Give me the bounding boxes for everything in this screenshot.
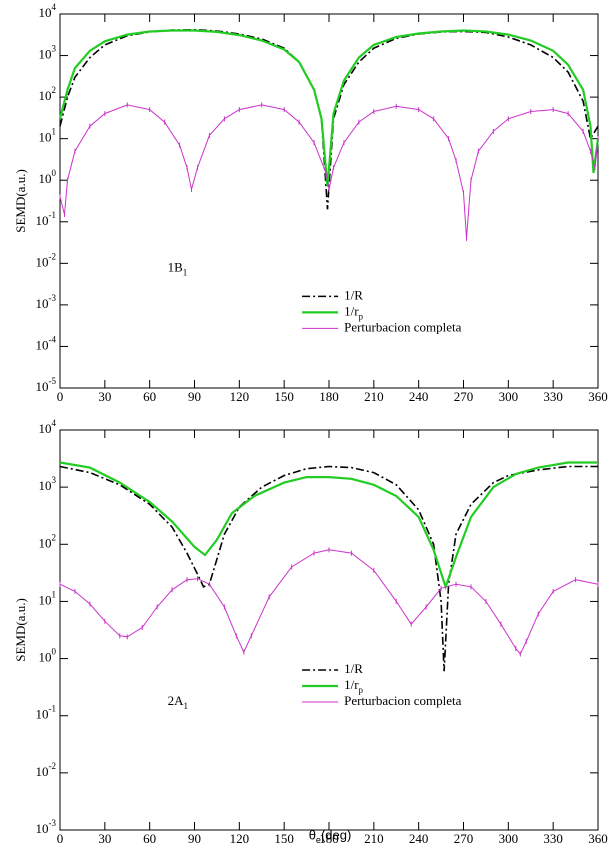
x-tick-label: 90	[188, 389, 201, 404]
x-tick-label: 0	[57, 389, 64, 404]
x-tick-label: 240	[409, 389, 429, 404]
x-tick-label: 120	[230, 831, 250, 846]
y-tick-label: 10-5​	[36, 376, 57, 394]
x-tick-label: 240	[409, 831, 429, 846]
x-tick-label: 360	[588, 389, 608, 404]
y-tick-label: 10-2​	[36, 761, 57, 779]
series-line	[58, 29, 600, 187]
y-tick-label: 103​	[39, 475, 57, 493]
y-tick-label: 10-4​	[36, 335, 57, 353]
plot-frame	[59, 13, 599, 389]
x-tick-label: 30	[98, 831, 111, 846]
x-tick-label: 360	[588, 831, 608, 846]
y-tick-label: 102​	[39, 532, 57, 550]
y-axis-label: SEMD(a.u.)	[13, 169, 28, 233]
x-tick-label: 60	[143, 831, 156, 846]
x-tick-label: 210	[364, 831, 384, 846]
x-tick-label: 330	[543, 389, 563, 404]
y-tick-label: 101​	[39, 589, 57, 607]
legend-label: Perturbacion completa	[344, 693, 462, 708]
y-axis-label: SEMD(a.u.)	[13, 598, 28, 662]
x-tick-label: 0	[57, 831, 64, 846]
x-tick-label: 270	[454, 389, 474, 404]
legend-label: Perturbacion completa	[344, 319, 462, 334]
y-tick-label: 100​	[39, 647, 57, 665]
y-tick-label: 100​	[39, 168, 57, 186]
y-tick-label: 10-1​	[36, 210, 57, 228]
x-tick-label: 180	[319, 831, 339, 846]
y-tick-label: 102​	[39, 85, 57, 103]
y-tick-label: 101​	[39, 127, 57, 145]
series-line	[59, 465, 598, 672]
x-tick-label: 30	[98, 389, 111, 404]
legend-label: 1/R	[344, 661, 363, 676]
series-line	[59, 28, 599, 210]
y-tick-label: 104​	[39, 418, 57, 436]
x-tick-label: 330	[543, 831, 563, 846]
x-tick-label: 120	[230, 389, 250, 404]
x-tick-label: 150	[274, 831, 294, 846]
x-tick-label: 300	[499, 831, 519, 846]
legend-label: 1/R	[344, 287, 363, 302]
annotation: 2A1​	[168, 693, 188, 711]
series-line	[59, 104, 599, 239]
x-tick-label: 150	[274, 389, 294, 404]
y-tick-label: 10-2​	[36, 251, 57, 269]
y-tick-label: 104​	[39, 2, 57, 20]
x-tick-label: 300	[499, 389, 519, 404]
series-line	[59, 461, 598, 591]
plot-frame	[59, 429, 599, 831]
series-line	[59, 549, 599, 655]
x-tick-label: 210	[364, 389, 384, 404]
x-tick-label: 60	[143, 389, 156, 404]
y-tick-label: 10-3​	[36, 293, 57, 311]
y-tick-label: 103​	[39, 44, 57, 62]
x-tick-label: 90	[188, 831, 201, 846]
annotation: 1B1​	[168, 259, 188, 277]
y-tick-label: 10-1​	[36, 704, 57, 722]
x-tick-label: 180	[319, 389, 339, 404]
x-tick-label: 270	[454, 831, 474, 846]
y-tick-label: 10-3​	[36, 818, 57, 836]
